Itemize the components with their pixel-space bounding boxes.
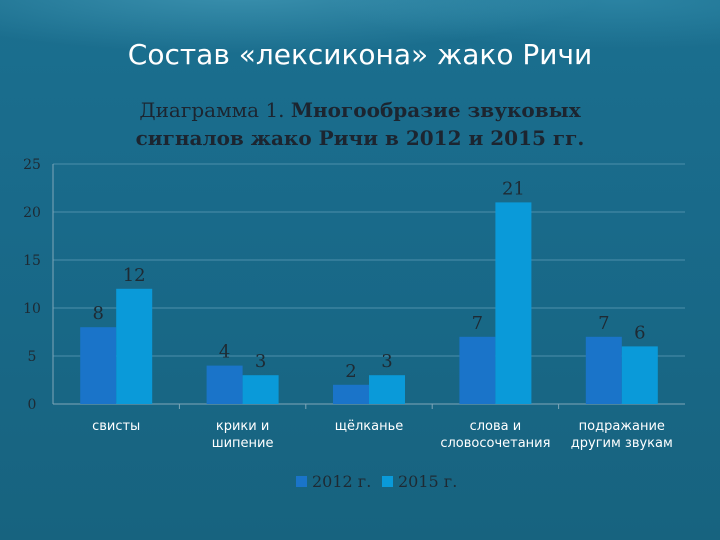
data-label: 8 <box>92 303 103 324</box>
y-tick-label: 20 <box>23 205 41 221</box>
x-tick-label: крики и <box>216 419 269 434</box>
data-label: 2 <box>345 361 356 382</box>
x-tick-label: подражание <box>579 419 665 434</box>
y-tick-label: 25 <box>23 157 41 173</box>
bar <box>585 336 622 404</box>
legend-swatch <box>296 476 307 487</box>
x-tick-label: шипение <box>212 436 274 451</box>
x-tick-label: свисты <box>92 419 140 434</box>
chart-title-line2: сигналов жако Ричи в 2012 и 2015 гг. <box>135 126 585 150</box>
data-label: 12 <box>123 265 146 286</box>
bar <box>495 202 532 404</box>
data-label: 6 <box>634 322 645 343</box>
slide-title: Состав «лексикона» жако Ричи <box>127 38 593 71</box>
chart-title: Диаграмма 1. Многообразие звуковых сигна… <box>60 96 660 152</box>
data-label: 7 <box>472 313 483 334</box>
data-label: 21 <box>502 178 525 199</box>
y-tick-label: 0 <box>28 397 37 413</box>
data-label: 4 <box>219 342 230 363</box>
bar <box>242 375 279 404</box>
bar <box>369 375 405 404</box>
data-label: 3 <box>381 351 392 372</box>
y-tick-label: 10 <box>23 301 41 317</box>
data-label: 3 <box>255 351 266 372</box>
bar <box>333 384 369 404</box>
bar <box>206 365 243 404</box>
x-tick-label: словосочетания <box>440 436 550 451</box>
x-tick-label: слова и <box>470 419 522 434</box>
chart-title-line1: Многообразие звуковых <box>290 98 581 122</box>
legend-label: 2015 г. <box>398 472 457 491</box>
data-label: 7 <box>598 313 609 334</box>
y-tick-label: 15 <box>23 253 41 269</box>
y-tick-label: 5 <box>28 349 37 365</box>
legend-label: 2012 г. <box>312 472 371 491</box>
legend-swatch <box>382 476 393 487</box>
x-tick-label: щёлканье <box>335 419 404 434</box>
x-tick-label: другим звукам <box>571 436 673 451</box>
bar <box>621 346 658 404</box>
bar <box>80 327 117 404</box>
header-wave-decoration <box>0 0 720 90</box>
chart-title-prefix: Диаграмма 1. <box>139 98 291 122</box>
bar <box>116 288 153 404</box>
bar <box>459 336 496 404</box>
